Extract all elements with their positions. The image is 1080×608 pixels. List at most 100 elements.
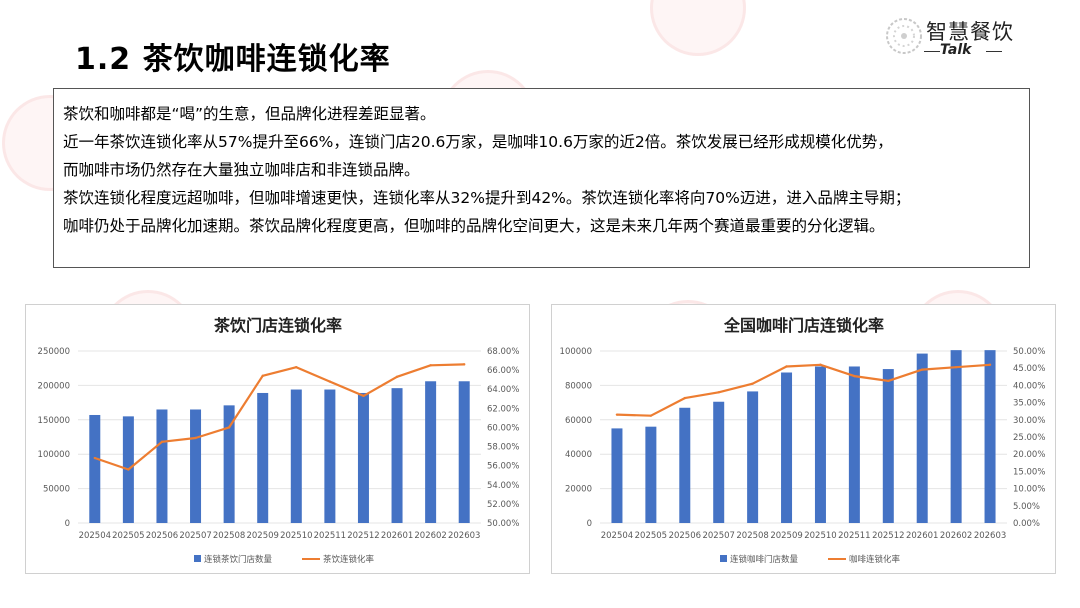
x-tick-label: 202511: [314, 531, 346, 541]
logo-sub: Talk: [940, 42, 972, 58]
bar: [391, 388, 403, 523]
x-tick-label: 202601: [381, 531, 413, 541]
x-tick-label: 202509: [246, 531, 278, 541]
bar: [458, 381, 470, 523]
bar: [781, 372, 793, 523]
logo-name: 智慧餐饮: [926, 20, 1014, 44]
x-tick-label: 202505: [112, 531, 144, 541]
line-point: [328, 380, 332, 383]
y-left-tick-label: 200000: [38, 381, 70, 391]
bar: [290, 389, 302, 523]
y-left-tick-label: 80000: [565, 381, 592, 391]
legend-label: 咖啡连锁化率: [849, 554, 901, 565]
line-point: [395, 375, 399, 378]
line-point: [261, 374, 264, 378]
line-point: [362, 394, 365, 398]
chart-title: 茶饮门店连锁化率: [213, 316, 342, 335]
y-right-tick-label: 45.00%: [1013, 364, 1045, 374]
line-point: [683, 396, 686, 400]
y-left-tick-label: 60000: [565, 416, 592, 426]
line-point: [429, 364, 432, 367]
y-left-tick-label: 20000: [565, 485, 592, 495]
x-tick-label: 202509: [770, 531, 802, 541]
y-right-tick-label: 50.00%: [487, 519, 519, 529]
y-right-tick-label: 68.00%: [487, 347, 519, 357]
summary-line: 而咖啡市场仍然存在大量独立咖啡店和非连锁品牌。: [63, 161, 420, 179]
bar: [257, 392, 269, 523]
line-point: [160, 440, 164, 443]
legend-label: 连锁茶饮门店数量: [204, 554, 273, 565]
bar: [89, 414, 101, 523]
line-point: [954, 365, 958, 369]
x-tick-label: 202512: [347, 531, 379, 541]
x-tick-label: 202506: [669, 531, 701, 541]
bar: [190, 409, 202, 523]
chart-title: 全国咖啡门店连锁化率: [723, 316, 884, 335]
logo-rule: [986, 51, 1002, 52]
bar: [611, 428, 623, 523]
line-point: [988, 363, 992, 366]
x-tick-label: 202507: [179, 531, 211, 541]
y-left-tick-label: 250000: [38, 347, 70, 357]
y-right-tick-label: 54.00%: [487, 481, 519, 491]
bar: [425, 381, 437, 523]
line-point: [615, 413, 619, 416]
x-tick-label: 202601: [906, 531, 938, 541]
page-title: 1.2 茶饮咖啡连锁化率: [75, 42, 391, 77]
bar: [814, 366, 826, 523]
line-point: [751, 382, 754, 385]
bar: [645, 426, 657, 523]
y-right-tick-label: 15.00%: [1013, 467, 1045, 477]
x-tick-label: 202507: [702, 531, 734, 541]
bar: [156, 409, 168, 523]
x-tick-label: 202603: [448, 531, 480, 541]
x-tick-label: 202511: [838, 531, 870, 541]
line-point: [853, 374, 856, 378]
tea-chain-rate-chart: 茶饮门店连锁化率 0 50000 100000 150000 200000 250000 50…: [38, 316, 520, 565]
y-left-tick-label: 0: [65, 519, 70, 529]
x-tick-label: 202602: [414, 531, 446, 541]
logo-rule: [924, 51, 940, 52]
bar: [679, 407, 691, 523]
bar: [950, 350, 962, 523]
y-right-tick-label: 40.00%: [1013, 381, 1045, 391]
brand-logo: 智慧餐饮 Talk: [884, 14, 1074, 62]
summary-line: 咖啡仍处于品牌化加速期。茶饮品牌化程度更高，但咖啡的品牌化空间更大，这是未来几年…: [63, 217, 885, 235]
y-right-tick-label: 20.00%: [1013, 450, 1045, 460]
y-right-tick-label: 62.00%: [487, 404, 519, 414]
line-point: [93, 456, 96, 460]
legend-swatch-bar: [194, 555, 201, 562]
legend-swatch-bar: [720, 555, 727, 562]
bar: [916, 353, 928, 523]
y-right-tick-label: 64.00%: [487, 385, 519, 395]
y-left-tick-label: 0: [587, 519, 592, 529]
line-point: [717, 391, 720, 394]
line-point: [819, 363, 822, 366]
y-right-tick-label: 0.00%: [1013, 519, 1040, 529]
x-tick-label: 202510: [804, 531, 836, 541]
y-right-tick-label: 60.00%: [487, 423, 519, 433]
tea-chart-panel: 茶饮门店连锁化率 0 50000 100000 150000 200000 250000 50…: [25, 304, 530, 574]
bar: [324, 389, 336, 523]
y-right-tick-label: 10.00%: [1013, 485, 1045, 495]
x-tick-label: 202508: [736, 531, 768, 541]
y-left-tick-label: 50000: [43, 485, 70, 495]
y-left-tick-label: 40000: [565, 450, 592, 460]
y-left-tick-label: 100000: [38, 450, 70, 460]
line-point: [887, 379, 890, 383]
x-tick-label: 202508: [213, 531, 245, 541]
bar: [713, 401, 725, 523]
y-left-tick-label: 150000: [38, 416, 70, 426]
summary-line: 近一年茶饮连锁化率从57%提升至66%，连锁门店20.6万家，是咖啡10.6万家…: [63, 133, 893, 151]
x-tick-label: 202506: [146, 531, 178, 541]
bar: [882, 369, 894, 523]
watermark: [650, 0, 746, 56]
summary-line: 茶饮和咖啡都是“喝”的生意，但品牌化进程差距显著。: [63, 105, 436, 123]
y-right-tick-label: 25.00%: [1013, 433, 1045, 443]
bar: [984, 350, 996, 523]
bar: [747, 391, 759, 523]
line-point: [785, 365, 788, 368]
line-series: [94, 363, 465, 471]
y-right-tick-label: 30.00%: [1013, 416, 1045, 426]
summary-line: 茶饮连锁化程度远超咖啡，但咖啡增速更快，连锁化率从32%提升到42%。茶饮连锁化…: [63, 189, 911, 207]
